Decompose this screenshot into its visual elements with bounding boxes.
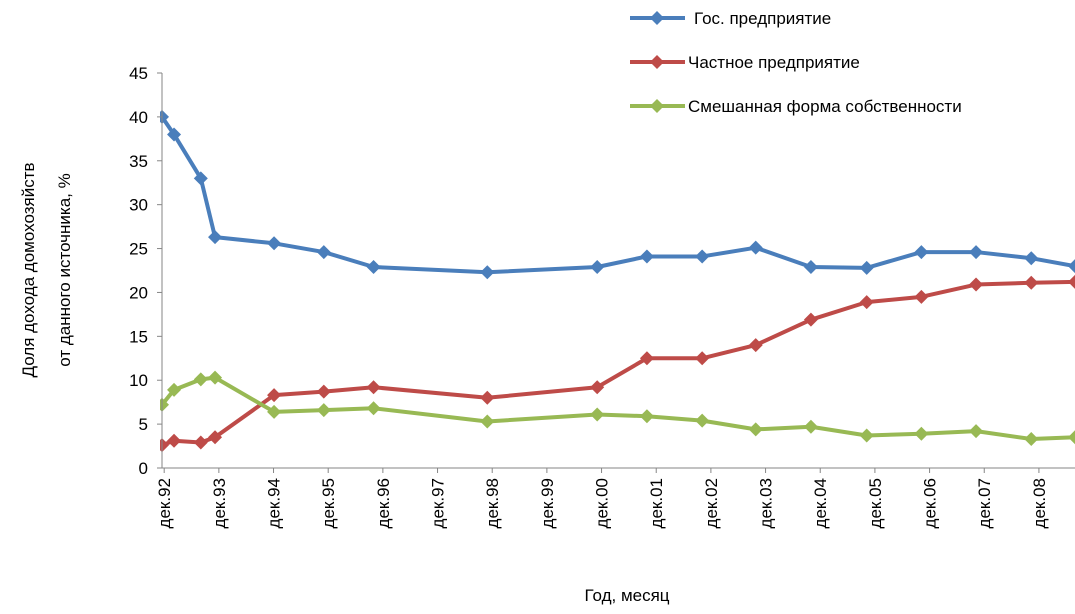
x-tick-label: дек.08 — [1030, 478, 1049, 528]
marker — [193, 171, 208, 186]
marker — [590, 407, 605, 422]
marker — [480, 265, 495, 280]
y-axis-label: от данного источника, % — [55, 173, 74, 366]
x-tick-label: дек.96 — [374, 478, 393, 528]
x-tick-label: дек.95 — [319, 478, 338, 528]
x-tick-label: дек.98 — [483, 478, 502, 528]
y-tick-label: 10 — [129, 371, 148, 390]
series-line — [160, 115, 1075, 275]
y-tick-label: 45 — [129, 64, 148, 83]
marker — [803, 312, 818, 327]
series-line — [160, 375, 1075, 442]
marker — [193, 435, 208, 450]
marker — [267, 388, 282, 403]
marker — [914, 426, 929, 441]
x-tick-label: дек.93 — [210, 478, 229, 528]
marker — [639, 249, 654, 264]
marker — [1024, 432, 1039, 447]
marker — [695, 351, 710, 366]
marker — [316, 403, 331, 418]
y-tick-label: 20 — [129, 283, 148, 302]
marker — [1024, 251, 1039, 266]
y-tick-label: 25 — [129, 240, 148, 259]
marker — [208, 370, 223, 385]
x-tick-label: дек.97 — [429, 478, 448, 528]
marker — [590, 259, 605, 274]
marker — [1024, 275, 1039, 290]
y-tick-label: 40 — [129, 108, 148, 127]
legend-marker — [650, 99, 664, 113]
marker — [803, 419, 818, 434]
marker — [316, 384, 331, 399]
x-tick-label: дек.92 — [155, 478, 174, 528]
marker — [480, 390, 495, 405]
legend-label: Смешанная форма собственности — [688, 97, 962, 116]
marker — [914, 245, 929, 260]
marker — [748, 240, 763, 255]
legend-label: Частное предприятие — [688, 53, 860, 72]
marker — [859, 295, 874, 310]
series-line — [161, 279, 1075, 448]
y-tick-label: 15 — [129, 327, 148, 346]
marker — [859, 428, 874, 443]
y-tick-label: 30 — [129, 196, 148, 215]
marker — [859, 260, 874, 275]
legend-marker — [650, 11, 664, 25]
x-tick-label: дек.02 — [702, 478, 721, 528]
x-tick-label: дек.03 — [757, 478, 776, 528]
marker — [1068, 430, 1075, 445]
marker — [316, 245, 331, 260]
marker — [695, 413, 710, 428]
x-tick-label: дек.05 — [866, 478, 885, 528]
marker — [695, 249, 710, 264]
marker — [1068, 274, 1075, 289]
marker — [366, 259, 381, 274]
marker — [803, 259, 818, 274]
marker — [267, 236, 282, 251]
x-tick-label: дек.07 — [975, 478, 994, 528]
marker — [914, 289, 929, 304]
marker — [1068, 259, 1075, 274]
x-tick-label: дек.94 — [265, 478, 284, 528]
marker — [366, 401, 381, 416]
marker — [208, 430, 223, 445]
marker — [167, 433, 182, 448]
marker — [167, 382, 182, 397]
marker — [480, 414, 495, 429]
legend-label: Гос. предприятие — [694, 9, 831, 28]
y-axis-label: Доля дохода домохозяйств — [19, 162, 38, 377]
y-tick-label: 0 — [139, 459, 148, 478]
x-tick-label: дек.04 — [811, 478, 830, 528]
x-tick-label: дек.01 — [647, 478, 666, 528]
marker — [969, 424, 984, 439]
x-axis-label: Год, месяц — [584, 586, 669, 605]
marker — [639, 351, 654, 366]
y-tick-label: 35 — [129, 152, 148, 171]
marker — [969, 245, 984, 260]
legend-marker — [650, 55, 664, 69]
y-tick-label: 5 — [139, 415, 148, 434]
x-tick-label: дек.00 — [593, 478, 612, 528]
x-tick-label: дек.99 — [538, 478, 557, 528]
plot-area — [160, 109, 1075, 453]
x-tick-label: дек.06 — [921, 478, 940, 528]
marker — [267, 404, 282, 419]
marker — [366, 380, 381, 395]
marker — [969, 277, 984, 292]
marker — [167, 127, 182, 142]
marker — [193, 372, 208, 387]
marker — [208, 230, 223, 245]
marker — [590, 380, 605, 395]
marker — [748, 422, 763, 437]
marker — [639, 409, 654, 424]
marker — [748, 338, 763, 353]
